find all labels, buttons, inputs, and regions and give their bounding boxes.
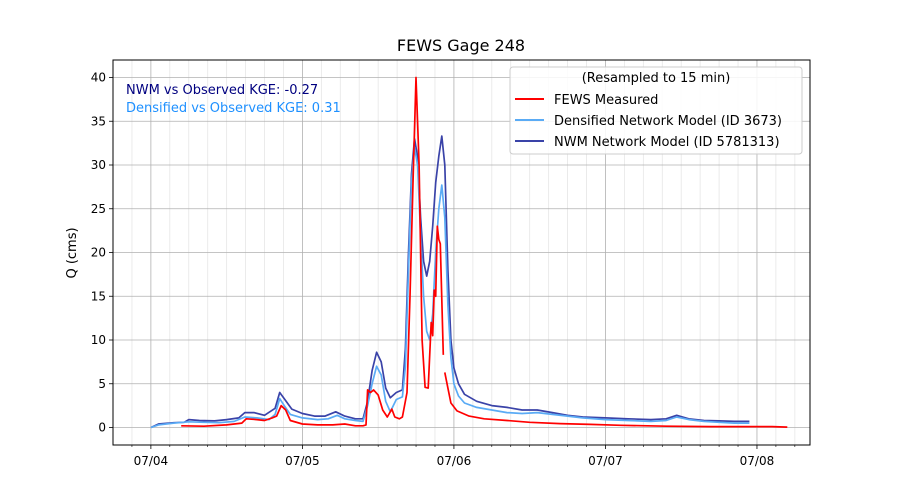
- y-tick-label: 35: [91, 114, 106, 128]
- y-axis: 0 5 10 15 20 25 30 35 40: [91, 71, 113, 435]
- series-line-fews-measured: [181, 76, 445, 428]
- y-tick-label: 5: [98, 377, 106, 391]
- legend-label-densified-model: Densified Network Model (ID 3673): [554, 114, 782, 129]
- x-tick-label: 07/07: [588, 454, 623, 468]
- x-tick-label: 07/08: [740, 454, 775, 468]
- series-layer: [150, 76, 788, 429]
- legend-box: [509, 66, 803, 155]
- x-tick-label: 07/04: [134, 454, 169, 468]
- legend: (Resampled to 15 min) FEWS Measured Dens…: [509, 66, 803, 155]
- y-tick-label: 30: [91, 158, 106, 172]
- annotation-densified-kge: Densified vs Observed KGE: 0.31: [126, 101, 341, 116]
- series-line-densified-model: [150, 146, 750, 429]
- y-axis-title: Q (cms): [65, 227, 80, 278]
- series-line-fews-measured: [443, 372, 788, 428]
- y-tick-label: 20: [91, 246, 106, 260]
- x-tick-label: 07/05: [285, 454, 320, 468]
- y-tick-label: 0: [98, 421, 106, 435]
- annotation-nwm-kge: NWM vs Observed KGE: -0.27: [126, 83, 318, 98]
- x-tick-label: 07/06: [437, 454, 472, 468]
- y-tick-label: 15: [91, 289, 106, 303]
- legend-label-nwm-model: NWM Network Model (ID 5781313): [554, 135, 780, 150]
- x-axis: 07/04 07/05 07/06 07/07 07/08: [131, 445, 796, 468]
- legend-label-fews-measured: FEWS Measured: [554, 93, 658, 108]
- y-tick-label: 40: [91, 71, 106, 85]
- y-tick-label: 10: [91, 333, 106, 347]
- legend-title: (Resampled to 15 min): [582, 71, 731, 86]
- y-tick-label: 25: [91, 202, 106, 216]
- chart-title: FEWS Gage 248: [397, 36, 525, 55]
